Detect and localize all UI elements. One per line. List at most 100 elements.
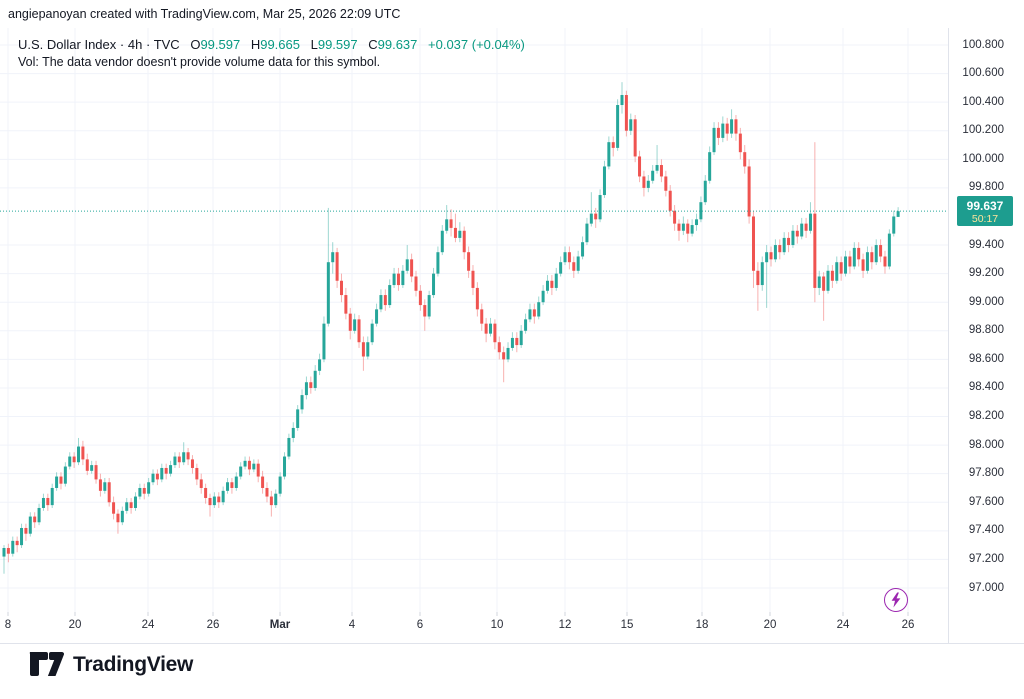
time-axis-separator	[0, 643, 1024, 644]
candle-body	[620, 95, 624, 106]
candle-body	[112, 502, 116, 514]
candle-wick	[503, 346, 505, 383]
time-axis[interactable]: 8 20 24 26 Mar 4 6 10 12 15 18 20 24 26	[0, 612, 948, 643]
candle-body	[673, 210, 677, 224]
exchange-label: TVC	[153, 37, 180, 52]
candle-body	[589, 213, 593, 224]
candle-body	[703, 180, 707, 203]
candle-body	[734, 119, 738, 134]
candle-body	[182, 452, 186, 463]
candle-body	[116, 513, 120, 523]
candle-body	[545, 280, 549, 291]
candle-body	[160, 467, 164, 480]
candle-body	[870, 252, 874, 263]
time-axis-label: 15	[620, 619, 634, 631]
volume-note: Vol: The data vendor doesn't provide vol…	[18, 55, 381, 69]
candle-body	[90, 465, 94, 471]
candle-body	[515, 337, 519, 346]
candle-body	[335, 252, 339, 281]
candle-body	[221, 490, 225, 503]
candle-body	[493, 323, 497, 343]
time-axis-label: 26	[206, 619, 220, 631]
candle-body	[396, 273, 400, 286]
candle-body	[138, 487, 142, 497]
candle-body	[646, 180, 650, 188]
candle-body	[98, 479, 102, 491]
candle-body	[142, 487, 146, 494]
time-axis-label: 20	[763, 619, 777, 631]
candle-body	[125, 502, 129, 511]
candle-body	[283, 456, 287, 477]
candle-body	[677, 223, 681, 231]
candle-body	[458, 230, 462, 238]
candle-body	[791, 230, 795, 246]
last-price-value: 99.637	[966, 199, 1004, 214]
candle-body	[567, 252, 571, 263]
candlestick-plot[interactable]	[0, 0, 948, 648]
candle-body	[129, 502, 133, 508]
candle-body	[778, 245, 782, 253]
low-label: L	[310, 37, 318, 52]
price-axis-label: 100.800	[962, 38, 1004, 51]
candle-body	[537, 302, 541, 317]
candle-body	[611, 142, 615, 148]
tradingview-wordmark: TradingView	[73, 653, 194, 676]
candle-body	[55, 476, 59, 488]
candle-body	[226, 482, 230, 491]
candle-body	[318, 359, 322, 371]
candle-body	[532, 309, 536, 317]
candle-body	[502, 352, 506, 360]
price-axis[interactable]: 100.800 100.600 100.400 100.200 100.000 99.80…	[948, 0, 1024, 643]
brand-footer[interactable]: TradingView	[28, 652, 193, 678]
price-axis-label: 99.800	[968, 181, 1004, 194]
candle-body	[265, 487, 269, 497]
candle-body	[817, 276, 821, 288]
candle-body	[524, 319, 528, 331]
candle-body	[769, 252, 773, 260]
candle-body	[274, 493, 278, 506]
candle-body	[659, 165, 663, 177]
candle-body	[388, 285, 392, 306]
candle-body	[6, 547, 10, 554]
open-label: O	[190, 37, 201, 52]
candle-body	[826, 270, 830, 291]
price-axis-label: 99.400	[968, 238, 1004, 251]
candle-body	[835, 262, 839, 281]
candle-body	[15, 540, 19, 546]
candle-body	[852, 247, 856, 267]
candle-body	[839, 262, 843, 274]
candle-body	[326, 262, 330, 324]
candle-body	[243, 460, 247, 467]
candle-body	[708, 152, 712, 181]
candle-body	[804, 223, 808, 231]
candle-body	[813, 213, 817, 288]
symbol-legend[interactable]: U.S. Dollar Index · 4h · TVC O99.597 H99…	[18, 37, 525, 52]
candle-body	[686, 223, 690, 234]
candle-body	[68, 456, 72, 467]
candle-body	[638, 156, 642, 177]
candle-body	[436, 252, 440, 274]
candle-body	[716, 127, 720, 138]
candle-body	[11, 540, 15, 554]
candle-body	[844, 256, 848, 274]
candle-body	[629, 119, 633, 131]
candle-body	[370, 323, 374, 343]
candle-body	[616, 105, 620, 148]
candle-body	[497, 342, 501, 353]
price-axis-label: 98.200	[968, 410, 1004, 423]
candle-body	[269, 496, 273, 506]
candle-body	[199, 479, 203, 488]
candle-body	[230, 482, 234, 488]
candle-body	[760, 262, 764, 286]
candle-body	[857, 247, 861, 260]
candle-body	[598, 195, 602, 220]
candle-body	[655, 165, 659, 171]
candle-body	[747, 166, 751, 217]
candle-body	[664, 176, 668, 191]
candle-body	[164, 467, 168, 474]
candle-body	[107, 482, 111, 503]
instant-trading-button[interactable]	[884, 588, 908, 612]
candle-body	[59, 476, 63, 484]
time-axis-label: 26	[901, 619, 915, 631]
